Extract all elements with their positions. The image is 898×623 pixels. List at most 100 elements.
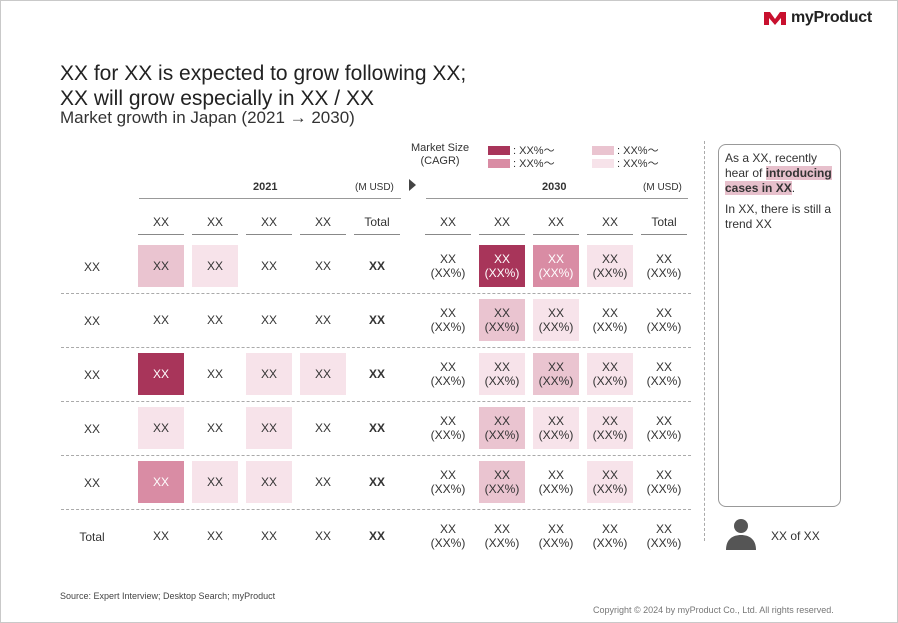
- table-cell: XX: [314, 475, 331, 489]
- table-cell: XX (XX%): [533, 515, 579, 557]
- cell-cagr: (XX%): [592, 374, 628, 388]
- cell-value: XX: [547, 252, 564, 266]
- right-col-header: XX: [439, 215, 456, 229]
- cell-value: XX: [655, 306, 672, 320]
- table-cell: XX: [138, 461, 184, 503]
- right-col-header: XX: [601, 215, 618, 229]
- cell-cagr: (XX%): [646, 320, 682, 334]
- cell-value: XX: [601, 468, 618, 482]
- table-cell: XX (XX%): [533, 353, 579, 395]
- callout-text: .: [791, 181, 796, 195]
- table-cell: XX: [206, 421, 223, 435]
- cell-cagr: (XX%): [592, 482, 628, 496]
- cell-cagr: (XX%): [430, 320, 466, 334]
- cell-value: XX: [439, 360, 456, 374]
- cell-value: XX: [493, 252, 510, 266]
- cell-value: XX: [655, 252, 672, 266]
- table-cell: XX (XX%): [479, 353, 525, 395]
- col-underline: [354, 234, 400, 235]
- left-col-header: XX: [260, 215, 277, 229]
- cell-cagr: (XX%): [484, 536, 520, 550]
- cell-value: XX: [601, 414, 618, 428]
- table-cell-total: XX: [368, 367, 385, 381]
- table-cell: XX: [192, 245, 238, 287]
- cell-value: XX: [547, 468, 564, 482]
- legend-label-line-2: (CAGR): [420, 155, 460, 167]
- table-cell: XX: [138, 245, 184, 287]
- right-col-header: XX: [493, 215, 510, 229]
- table-cell: XX (XX%): [533, 245, 579, 287]
- cell-value: XX: [601, 360, 618, 374]
- table-cell: XX: [314, 421, 331, 435]
- copyright: Copyright © 2024 by myProduct Co., Ltd. …: [593, 605, 834, 615]
- left-col-header: XX: [206, 215, 223, 229]
- table-cell: XX: [246, 461, 292, 503]
- right-year-line: [426, 198, 688, 199]
- table-cell: XX: [260, 529, 277, 543]
- left-col-header: XX: [314, 215, 331, 229]
- table-cell: XX: [206, 367, 223, 381]
- cell-cagr: (XX%): [484, 266, 520, 280]
- cell-value: XX: [601, 522, 618, 536]
- table-cell: XX (XX%): [425, 407, 471, 449]
- legend-text: : XX%～: [513, 158, 555, 170]
- row-separator: [61, 293, 691, 294]
- cell-value: XX: [547, 414, 564, 428]
- row-separator: [61, 455, 691, 456]
- title-line-2: XX will grow especially in XX / XX: [60, 87, 374, 110]
- table-cell: XX: [314, 313, 331, 327]
- table-cell: XX: [152, 313, 169, 327]
- cell-cagr: (XX%): [538, 320, 574, 334]
- table-cell: XX: [138, 353, 184, 395]
- cell-value: XX: [439, 522, 456, 536]
- legend-item-1: : XX%～: [488, 142, 555, 158]
- row-label: XX: [83, 260, 100, 274]
- table-cell: XX: [192, 461, 238, 503]
- legend-swatch: [488, 158, 510, 168]
- table-cell-total: XX (XX%): [641, 245, 687, 287]
- row-label: XX: [83, 368, 100, 382]
- cell-cagr: (XX%): [484, 374, 520, 388]
- cell-cagr: (XX%): [430, 536, 466, 550]
- table-cell: XX (XX%): [479, 299, 525, 341]
- cell-cagr: (XX%): [430, 374, 466, 388]
- legend-item-2: : XX%～: [488, 155, 555, 171]
- table-cell: XX: [260, 259, 277, 273]
- cell-value: XX: [493, 414, 510, 428]
- row-separator: [61, 347, 691, 348]
- vertical-divider: [704, 141, 705, 541]
- legend-item-4: : XX%～: [592, 155, 659, 171]
- cell-value: XX: [493, 306, 510, 320]
- cell-value: XX: [655, 414, 672, 428]
- cell-value: XX: [547, 522, 564, 536]
- cell-value: XX: [547, 360, 564, 374]
- cell-cagr: (XX%): [538, 536, 574, 550]
- table-cell: XX: [300, 353, 346, 395]
- cell-cagr: (XX%): [538, 266, 574, 280]
- cell-value: XX: [493, 468, 510, 482]
- cell-cagr: (XX%): [646, 374, 682, 388]
- row-label: XX: [83, 314, 100, 328]
- row-label-total: Total: [79, 530, 105, 544]
- cell-value: XX: [439, 468, 456, 482]
- callout-paragraph-1: As a XX, recently hear of introducing ca…: [725, 151, 834, 196]
- legend-text: : XX%～: [617, 158, 659, 170]
- cell-cagr: (XX%): [538, 428, 574, 442]
- cell-cagr: (XX%): [430, 266, 466, 280]
- table-cell: XX (XX%): [479, 515, 525, 557]
- table-cell: XX (XX%): [425, 245, 471, 287]
- cell-value: XX: [601, 306, 618, 320]
- right-col-header-total: Total: [651, 215, 677, 229]
- table-cell: XX (XX%): [533, 461, 579, 503]
- table-cell: XX (XX%): [479, 461, 525, 503]
- row-label: XX: [83, 476, 100, 490]
- table-cell-total: XX (XX%): [641, 299, 687, 341]
- table-cell-total: XX (XX%): [641, 461, 687, 503]
- table-cell: XX: [314, 259, 331, 273]
- col-underline: [300, 234, 346, 235]
- right-year-label: 2030: [542, 181, 567, 193]
- comment-callout: As a XX, recently hear of introducing ca…: [718, 144, 841, 507]
- cell-cagr: (XX%): [430, 428, 466, 442]
- left-year-line: [139, 198, 401, 199]
